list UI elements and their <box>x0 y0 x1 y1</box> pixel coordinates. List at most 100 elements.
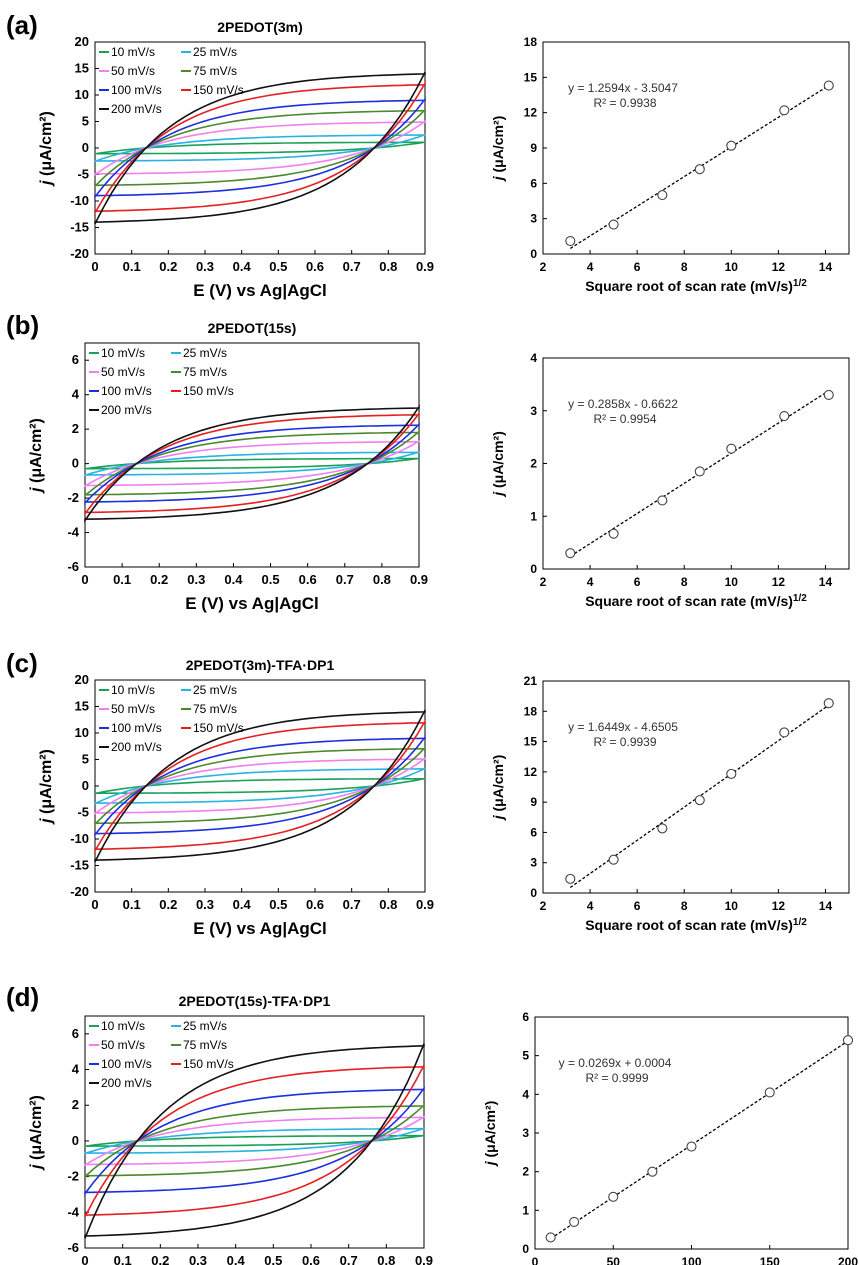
x-tick-label: 0.6 <box>306 259 324 274</box>
x-tick-label: 0.3 <box>189 1253 207 1265</box>
x-tick-label: 12 <box>772 575 786 589</box>
fit-r-squared: R² = 0.9954 <box>593 412 656 426</box>
plot-title: 2PEDOT(15s) <box>208 320 297 336</box>
fit-line <box>550 1040 849 1240</box>
y-tick-label: 0 <box>82 140 89 155</box>
x-tick-label: 0 <box>532 1255 539 1265</box>
x-tick-label: 0.3 <box>196 897 214 912</box>
y-tick-label: 1 <box>530 509 537 523</box>
y-tick-label: 0 <box>82 778 89 793</box>
y-axis-label-unit: (μA/cm²) <box>38 111 55 180</box>
left-plot-2: 0 0.1 0.2 0.3 0.4 0.5 0.6 0.7 0.8 0.9 -20 -15 -10 -5 0… <box>6 648 434 938</box>
x-axis-label: Square root of scan rate (mV/s)1/2 <box>585 593 807 610</box>
legend-label: 200 mV/s <box>101 1076 152 1090</box>
fit-r-squared: R² = 0.9938 <box>593 96 656 110</box>
x-tick-label: 0 <box>81 572 88 587</box>
fit-r-squared: R² = 0.9999 <box>585 1071 648 1085</box>
data-point <box>647 1166 658 1177</box>
x-tick-label: 100 <box>681 1255 701 1265</box>
legend-label: 10 mV/s <box>111 45 155 59</box>
data-point <box>823 389 834 400</box>
cv-curve <box>94 80 426 216</box>
x-tick-label: 0.1 <box>114 1253 132 1265</box>
y-tick-label: 5 <box>82 114 89 129</box>
panel-label: (d) <box>6 982 39 1012</box>
left-plot-1: 0 0.1 0.2 0.3 0.4 0.5 0.6 0.7 0.8 0.9 -6 -4 -2 0 2 4 6 E … <box>6 310 428 613</box>
x-tick-label: 8 <box>681 575 688 589</box>
data-point <box>726 768 737 779</box>
y-tick-label: 0 <box>530 247 537 261</box>
legend-label: 50 mV/s <box>111 64 155 78</box>
y-axis-label: j (μA/cm²) <box>28 418 45 494</box>
data-point <box>779 410 790 422</box>
cv-curve <box>94 96 426 200</box>
y-tick-label: 3 <box>530 212 537 226</box>
y-axis-label-unit: (μA/cm²) <box>38 749 55 818</box>
y-axis-label-symbol: j <box>28 487 45 494</box>
data-point <box>657 495 668 506</box>
y-tick-label: 15 <box>75 699 89 714</box>
y-axis-label: j (μA/cm²) <box>28 1095 45 1171</box>
data-point <box>657 823 668 834</box>
x-tick-label: 0.8 <box>379 897 397 912</box>
x-axis-label-sup: 1/2 <box>793 593 807 604</box>
y-tick-label: 0 <box>530 886 537 900</box>
left-plot-3: 00.10.20.30.40.50.60.70.80.9-6-4-20246E … <box>6 982 433 1265</box>
y-tick-label: -4 <box>67 525 79 540</box>
x-tick-label: 0.9 <box>415 1253 433 1265</box>
legend-label: 25 mV/s <box>193 683 237 697</box>
x-tick-label: 0.5 <box>269 259 287 274</box>
x-tick-label: 0.5 <box>269 897 287 912</box>
cv-curve <box>94 141 426 155</box>
x-tick-label: 150 <box>760 1255 780 1265</box>
x-tick-label: 0.9 <box>416 259 434 274</box>
y-tick-label: 2 <box>72 421 79 436</box>
data-point <box>694 164 705 175</box>
data-point <box>694 795 705 806</box>
legend-label: 75 mV/s <box>183 365 227 379</box>
y-axis-label-unit: (μA/cm²) <box>490 755 506 816</box>
x-tick-label: 0.6 <box>302 1253 320 1265</box>
data-point <box>565 548 576 559</box>
y-tick-label: 20 <box>75 672 89 687</box>
x-tick-label: 0 <box>81 1253 88 1265</box>
legend-label: 100 mV/s <box>111 721 162 735</box>
cv-curve <box>84 404 420 524</box>
cv-curve <box>84 1064 425 1218</box>
x-tick-label: 12 <box>772 899 786 913</box>
data-point <box>842 1035 854 1046</box>
cv-curve <box>94 709 426 863</box>
x-tick-label: 0.8 <box>377 1253 395 1265</box>
y-tick-label: 9 <box>530 795 537 809</box>
legend-label: 10 mV/s <box>111 683 155 697</box>
x-tick-label: 0.3 <box>187 572 205 587</box>
fit-equation: y = 0.0269x + 0.0004 <box>559 1056 672 1070</box>
y-axis-label-unit: (μA/cm²) <box>28 418 45 487</box>
y-axis-label-symbol: j <box>38 180 55 187</box>
fit-equation: y = 0.2858x - 0.6622 <box>568 397 678 411</box>
x-tick-label: 14 <box>819 575 833 589</box>
y-tick-label: 1 <box>522 1203 529 1217</box>
x-tick-label: 2 <box>540 260 547 274</box>
cv-curve <box>84 430 420 498</box>
y-tick-label: -20 <box>70 246 89 261</box>
cv-curve <box>94 745 426 827</box>
cv-curve <box>84 1043 425 1239</box>
cv-curve <box>84 439 420 488</box>
left-plot-0: 0 0.1 0.2 0.3 0.4 0.5 0.6 0.7 0.8 0.9 -20 -15 -10 -5 0… <box>6 10 434 300</box>
x-tick-label: 0.9 <box>416 897 434 912</box>
x-tick-label: 14 <box>819 260 833 274</box>
y-tick-label: 2 <box>522 1165 529 1179</box>
legend-label: 150 mV/s <box>183 1057 234 1071</box>
data-point <box>694 466 705 477</box>
x-tick-label: 14 <box>819 899 833 913</box>
x-tick-label: 6 <box>634 260 641 274</box>
y-tick-label: 6 <box>530 825 537 839</box>
y-tick-label: 2 <box>72 1097 79 1112</box>
y-tick-label: 0 <box>530 562 537 576</box>
x-tick-label: 0.7 <box>343 897 361 912</box>
x-tick-label: 0.4 <box>233 259 252 274</box>
y-tick-label: -6 <box>67 1240 79 1255</box>
x-tick-label: 0.2 <box>151 1253 169 1265</box>
